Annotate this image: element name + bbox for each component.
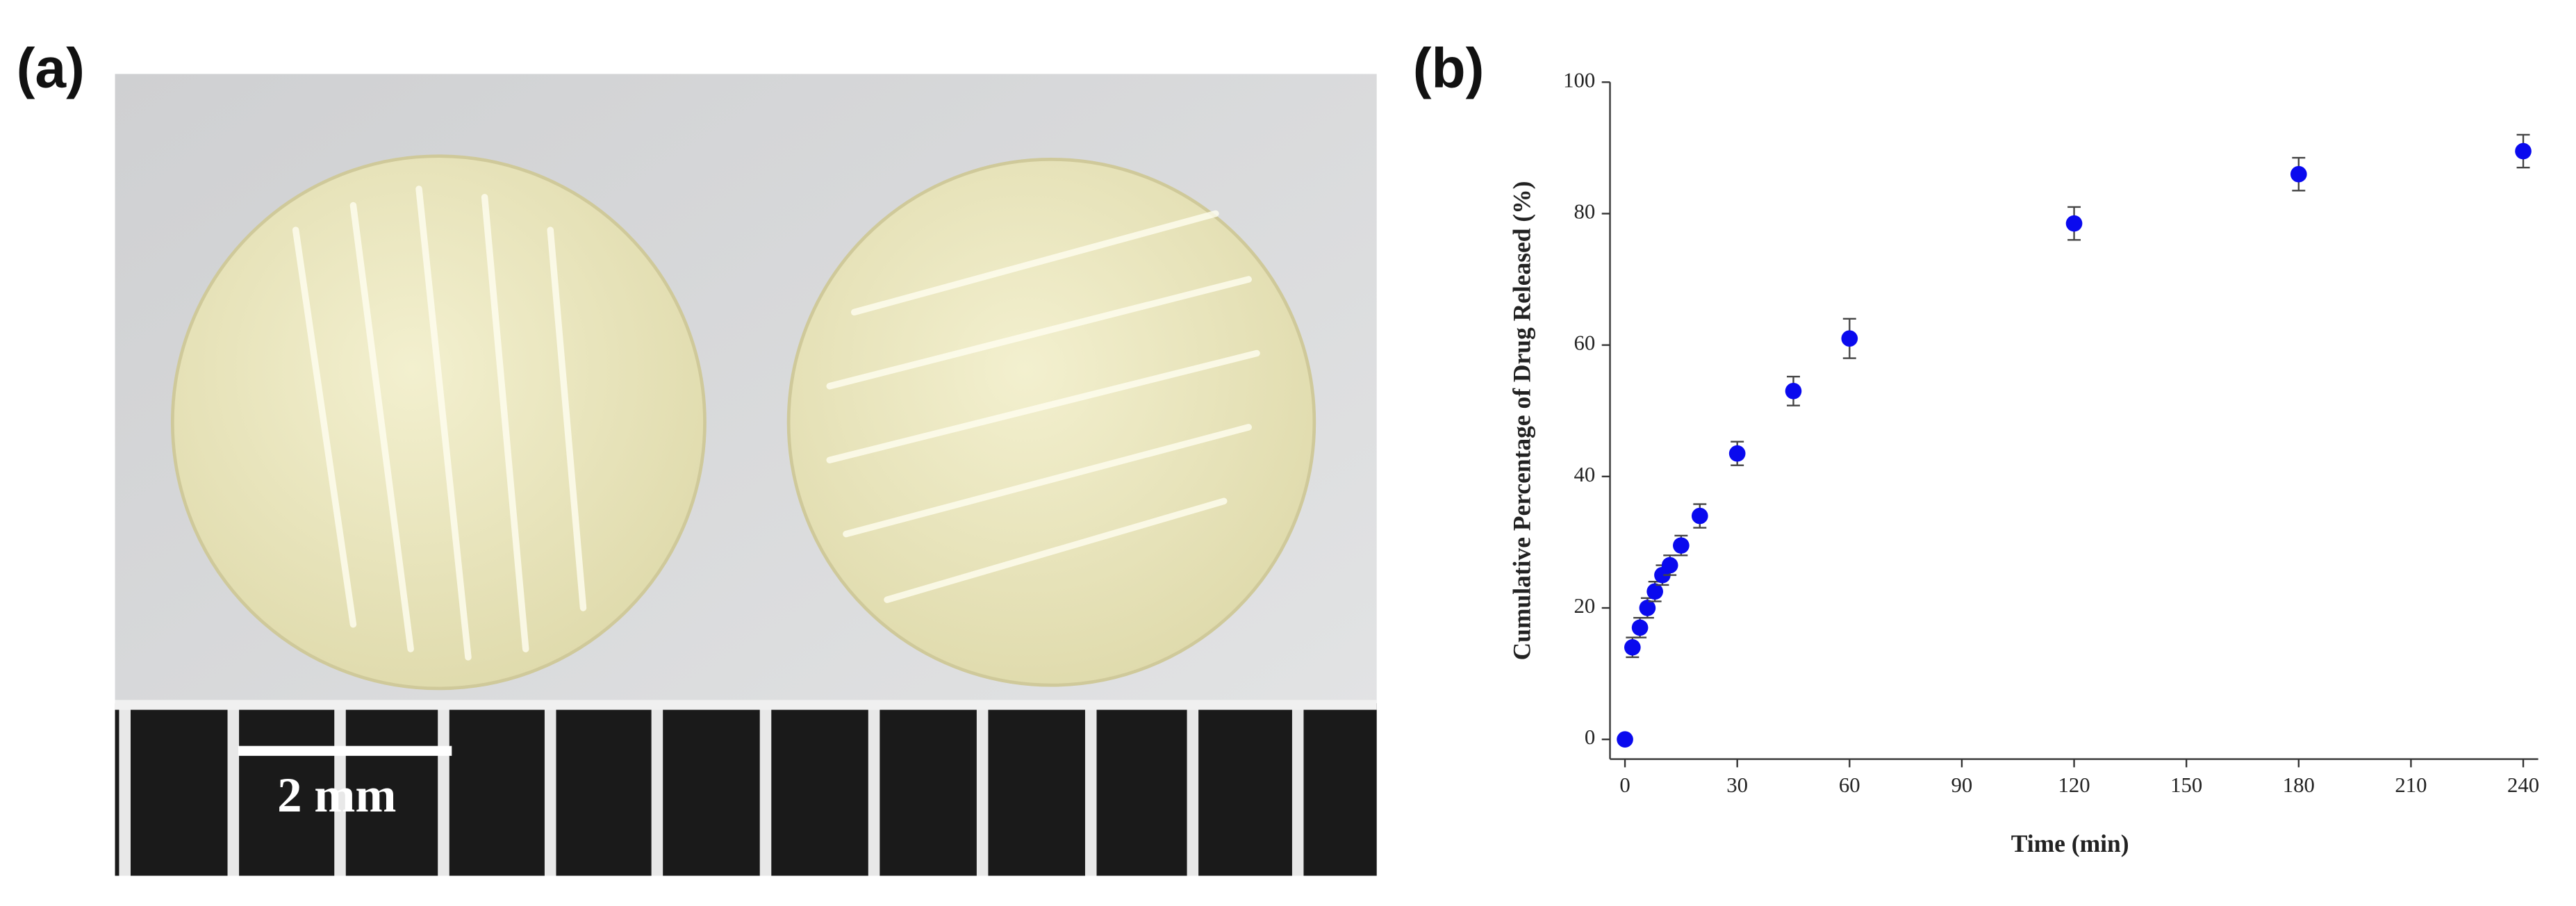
x-tick-label: 210 [2395, 773, 2427, 797]
x-tick-label: 0 [1619, 773, 1630, 797]
x-tick-label: 150 [2170, 773, 2202, 797]
y-tick-label: 0 [1585, 725, 1595, 749]
y-tick-label: 100 [1563, 68, 1595, 92]
panel-label: (b) [1413, 37, 1485, 99]
panel-label: (a) [17, 37, 85, 99]
x-tick-label: 180 [2283, 773, 2315, 797]
y-tick-label: 20 [1574, 594, 1595, 618]
point [1624, 639, 1641, 656]
x-tick-label: 30 [1726, 773, 1748, 797]
point [1673, 537, 1690, 554]
y-tick-label: 60 [1574, 331, 1595, 355]
scale-bar-label: 2 mm [277, 768, 396, 823]
y-axis-label: Cumulative Percentage of Drug Released (… [1508, 181, 1536, 660]
point [2290, 165, 2307, 183]
x-tick-label: 90 [1951, 773, 1973, 797]
y-tick-label: 80 [1574, 199, 1595, 223]
x-tick-label: 120 [2058, 773, 2090, 797]
x-tick-label: 240 [2507, 773, 2539, 797]
point [1661, 557, 1678, 574]
point [1631, 619, 1649, 636]
point [1728, 445, 1746, 462]
point [1646, 583, 1663, 600]
point [1617, 731, 1633, 748]
point [2515, 142, 2532, 160]
x-tick-label: 60 [1839, 773, 1860, 797]
point [2065, 215, 2083, 232]
point [1785, 383, 1802, 400]
point [1691, 507, 1708, 525]
photo: 2 mm [115, 74, 1377, 876]
point [1841, 330, 1858, 347]
point [1639, 600, 1656, 616]
y-tick-label: 40 [1574, 463, 1595, 486]
x-axis-label: Time (min) [2011, 830, 2129, 857]
